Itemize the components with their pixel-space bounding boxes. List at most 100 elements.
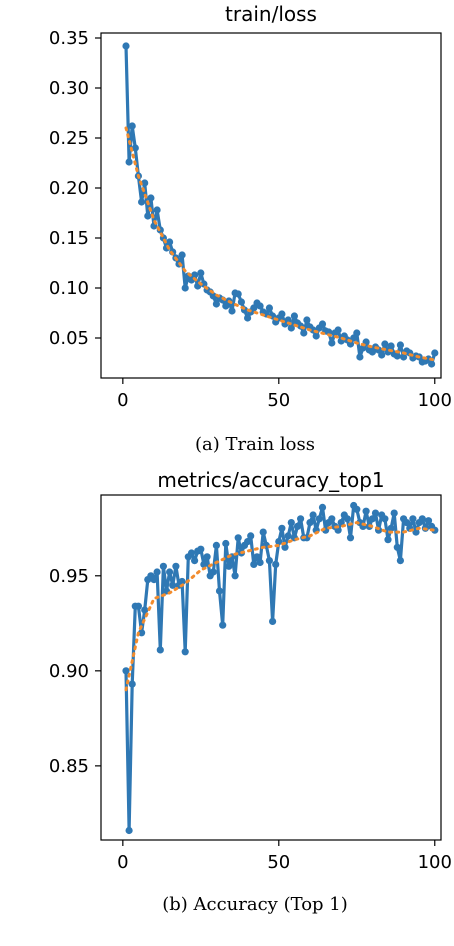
data-point bbox=[191, 271, 199, 279]
data-point bbox=[231, 572, 239, 580]
data-point bbox=[337, 519, 345, 527]
data-point bbox=[256, 558, 264, 567]
y-tick-label: 0.90 bbox=[49, 661, 89, 682]
data-point bbox=[159, 562, 167, 570]
data-point bbox=[393, 352, 401, 360]
data-point bbox=[222, 539, 230, 548]
smoothed-series-line bbox=[124, 521, 437, 692]
data-point bbox=[368, 515, 376, 523]
data-point bbox=[147, 194, 155, 202]
data-point bbox=[287, 324, 295, 332]
data-point bbox=[209, 292, 217, 300]
data-point bbox=[144, 212, 152, 220]
data-point bbox=[153, 568, 161, 576]
data-point bbox=[396, 341, 404, 349]
data-point bbox=[265, 557, 273, 565]
data-point bbox=[278, 524, 286, 532]
data-point bbox=[169, 581, 177, 589]
data-point bbox=[134, 602, 142, 610]
data-point bbox=[125, 826, 133, 835]
data-point bbox=[384, 536, 392, 544]
data-point bbox=[343, 515, 351, 523]
x-tick-label: 100 bbox=[418, 390, 452, 411]
data-point bbox=[141, 179, 149, 187]
y-tick-label: 0.15 bbox=[49, 228, 89, 249]
y-tick-label: 0.25 bbox=[49, 128, 89, 149]
data-point bbox=[300, 329, 308, 337]
data-point bbox=[315, 515, 323, 523]
data-point bbox=[122, 667, 130, 675]
data-point bbox=[393, 543, 401, 551]
plot-frame bbox=[100, 32, 442, 379]
data-point bbox=[244, 314, 252, 322]
data-point bbox=[228, 307, 236, 315]
figure-caption: (a) Train loss bbox=[195, 434, 315, 455]
data-point bbox=[259, 528, 267, 536]
data-point bbox=[403, 519, 411, 527]
data-point bbox=[209, 568, 217, 576]
x-tick-label: 100 bbox=[418, 852, 452, 873]
chart-title: metrics/accuracy_top1 bbox=[157, 468, 384, 492]
data-point bbox=[412, 528, 420, 536]
data-point bbox=[431, 349, 439, 357]
data-point bbox=[178, 251, 186, 259]
data-point bbox=[172, 562, 180, 570]
data-point bbox=[346, 340, 355, 348]
chart-panel-2: metrics/accuracy_top1 0 50 100 0.85 0.90 0.95 (… bbox=[49, 468, 452, 915]
data-point bbox=[244, 538, 252, 546]
data-point bbox=[237, 298, 245, 306]
data-point bbox=[138, 629, 146, 637]
data-point bbox=[197, 545, 205, 553]
data-point bbox=[278, 310, 286, 318]
y-tick-label: 0.30 bbox=[49, 78, 89, 99]
data-point bbox=[178, 577, 186, 586]
x-tick-label: 50 bbox=[267, 390, 290, 411]
data-point bbox=[187, 549, 196, 557]
data-point bbox=[346, 534, 355, 542]
chart-panel-1: train/loss 0 50 100 0.05 0.10 0.15 0.20 0.25 0.30… bbox=[49, 2, 452, 455]
data-point bbox=[390, 509, 398, 517]
data-point bbox=[166, 238, 174, 246]
y-tick-label: 0.05 bbox=[49, 328, 89, 349]
data-point bbox=[128, 680, 136, 688]
data-point bbox=[297, 515, 305, 523]
data-point bbox=[215, 587, 224, 595]
data-point bbox=[265, 304, 273, 312]
data-point bbox=[381, 515, 389, 523]
data-point bbox=[197, 269, 205, 277]
y-tick-label: 0.95 bbox=[49, 566, 89, 587]
data-point bbox=[225, 562, 233, 570]
data-point bbox=[306, 519, 314, 527]
data-point bbox=[303, 316, 311, 324]
x-tick-label: 50 bbox=[267, 852, 290, 873]
data-point bbox=[293, 522, 302, 531]
data-point bbox=[250, 560, 258, 569]
data-point bbox=[387, 524, 395, 532]
data-point bbox=[418, 515, 426, 523]
data-point bbox=[318, 320, 327, 328]
y-tick-label: 0.35 bbox=[49, 28, 89, 49]
data-point bbox=[181, 648, 189, 656]
data-point bbox=[128, 122, 136, 130]
data-point bbox=[328, 515, 336, 523]
data-point bbox=[424, 517, 433, 525]
data-point bbox=[387, 342, 395, 350]
data-point bbox=[138, 198, 146, 206]
data-point bbox=[212, 541, 220, 550]
data-point bbox=[312, 332, 320, 340]
data-point bbox=[353, 505, 361, 513]
data-point bbox=[122, 42, 130, 50]
data-point bbox=[156, 646, 164, 654]
data-point bbox=[281, 543, 289, 551]
data-point bbox=[200, 560, 208, 569]
data-point bbox=[356, 353, 364, 361]
data-point bbox=[287, 519, 295, 527]
data-point bbox=[256, 302, 264, 310]
data-point bbox=[219, 621, 227, 629]
data-point bbox=[275, 538, 283, 546]
data-point bbox=[428, 360, 436, 368]
data-point bbox=[353, 329, 361, 337]
data-point bbox=[247, 532, 255, 540]
figure-caption: (b) Accuracy (Top 1) bbox=[162, 894, 348, 915]
